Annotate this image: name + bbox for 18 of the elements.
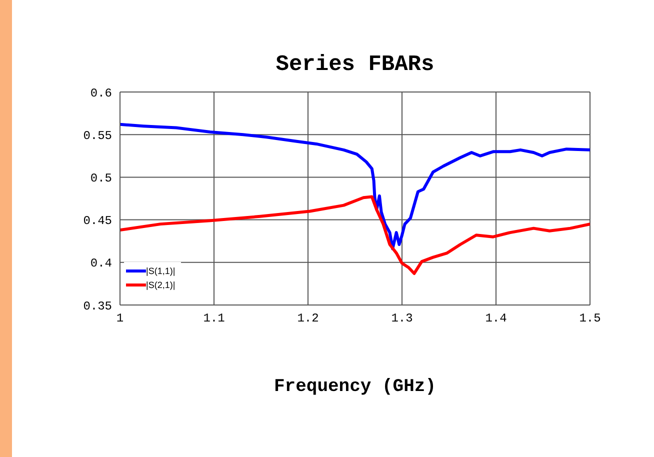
x-tick-label: 1.3 xyxy=(391,312,413,326)
y-tick-label: 0.6 xyxy=(90,86,112,100)
y-tick-label: 0.4 xyxy=(90,256,112,271)
y-tick-label: 0.35 xyxy=(83,299,112,314)
x-tick-label: 1 xyxy=(116,312,124,326)
x-axis-title: Frequency (GHz) xyxy=(272,377,438,397)
x-tick-label: 1.1 xyxy=(203,312,225,326)
x-tick-label: 1.4 xyxy=(485,312,507,326)
line-series xyxy=(120,122,590,250)
x-tick-label: 1.5 xyxy=(579,312,601,326)
legend-label: |S(1,1)| xyxy=(146,266,176,276)
legend-label: |S(2,1)| xyxy=(146,280,176,290)
y-tick-label: 0.55 xyxy=(83,128,112,143)
y-tick-label: 0.5 xyxy=(90,171,112,186)
x-tick-label: 1.2 xyxy=(297,312,319,326)
chart-title: Series FBARs xyxy=(274,52,436,77)
y-tick-label: 0.45 xyxy=(83,214,112,228)
line-series xyxy=(120,195,590,275)
